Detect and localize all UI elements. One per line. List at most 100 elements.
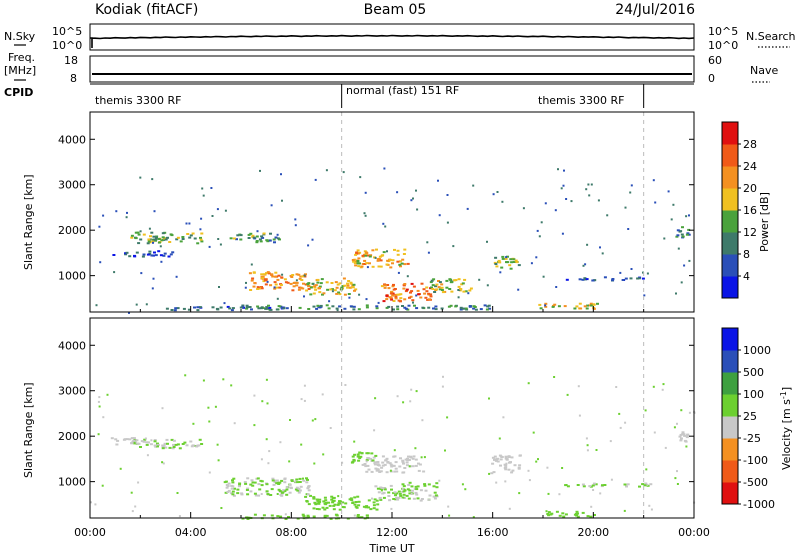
- data-cell: [229, 492, 233, 495]
- freq-tick-left-top: 18: [64, 54, 78, 67]
- data-cell: [566, 393, 569, 396]
- data-cell: [566, 485, 570, 488]
- data-cell: [383, 463, 387, 466]
- data-cell: [208, 471, 211, 474]
- data-cell: [159, 245, 162, 248]
- data-cell: [253, 282, 257, 284]
- data-cell: [102, 214, 105, 217]
- data-cell: [161, 232, 165, 235]
- data-cell: [264, 278, 268, 281]
- data-cell: [245, 304, 249, 307]
- data-cell: [264, 279, 267, 282]
- data-cell: [387, 305, 391, 308]
- data-cell: [139, 230, 142, 233]
- data-cell: [166, 236, 169, 239]
- data-cell: [642, 271, 644, 274]
- data-cell: [296, 489, 300, 492]
- data-cell: [518, 492, 521, 495]
- data-cell: [404, 290, 408, 293]
- data-cell: [506, 255, 509, 258]
- data-cell: [590, 304, 594, 307]
- data-cell: [186, 233, 190, 235]
- data-cell: [253, 424, 256, 427]
- data-cell: [538, 235, 541, 238]
- data-cell: [244, 482, 248, 485]
- data-cell: [351, 455, 355, 458]
- data-cell: [170, 438, 174, 441]
- data-cell: [154, 445, 158, 448]
- data-cell: [619, 271, 622, 274]
- data-cell: [383, 167, 386, 170]
- data-cell: [591, 484, 595, 487]
- data-cell: [312, 496, 316, 499]
- data-cell: [296, 517, 300, 520]
- noise-tick-right-bottom: 10^0: [708, 39, 738, 52]
- data-cell: [488, 397, 490, 400]
- data-cell: [365, 459, 369, 462]
- data-cell: [545, 510, 548, 513]
- data-cell: [562, 184, 565, 187]
- data-cell: [512, 261, 516, 263]
- data-cell: [408, 489, 412, 492]
- data-cell: [150, 254, 154, 257]
- data-cell: [509, 258, 513, 261]
- data-cell: [240, 492, 244, 495]
- data-cell: [196, 306, 200, 309]
- data-cell: [685, 215, 688, 218]
- data-cell: [413, 304, 416, 307]
- data-cell: [649, 483, 653, 486]
- data-cell: [307, 503, 311, 506]
- data-cell: [366, 266, 369, 269]
- power-heatmap: 1000 2000 3000 4000: [58, 111, 695, 314]
- data-cell: [425, 286, 429, 289]
- data-cell: [618, 412, 621, 415]
- data-cell: [546, 513, 550, 515]
- data-cell: [165, 438, 169, 441]
- data-cell: [217, 238, 220, 240]
- data-cell: [335, 514, 339, 517]
- data-cell: [338, 293, 342, 296]
- data-cell: [150, 439, 153, 442]
- data-cell: [487, 304, 491, 307]
- data-cell: [279, 494, 283, 496]
- data-cell: [511, 469, 515, 472]
- data-cell: [251, 484, 255, 487]
- data-cell: [115, 210, 118, 213]
- data-cell: [272, 238, 276, 241]
- data-cell: [250, 279, 254, 282]
- data-cell: [679, 439, 683, 442]
- data-cell: [437, 280, 440, 282]
- data-cell: [293, 281, 297, 284]
- data-cell: [564, 513, 568, 516]
- data-cell: [433, 491, 437, 494]
- data-cell: [688, 214, 690, 217]
- data-cell: [392, 464, 396, 467]
- data-cell: [593, 514, 596, 516]
- data-cell: [403, 248, 407, 251]
- data-cell: [298, 481, 302, 483]
- data-cell: [330, 288, 334, 291]
- data-cell: [416, 485, 420, 488]
- data-cell: [312, 305, 316, 308]
- data-cell: [145, 443, 149, 446]
- data-cell: [99, 261, 102, 264]
- data-cell: [399, 265, 402, 268]
- data-cell: [677, 247, 680, 250]
- x-tick-label: 16:00: [477, 526, 509, 539]
- data-cell: [565, 278, 569, 281]
- data-cell: [98, 405, 101, 408]
- data-cell: [643, 484, 647, 487]
- data-cell: [305, 500, 309, 502]
- data-cell: [373, 256, 376, 259]
- data-cell: [157, 250, 161, 253]
- data-cell: [273, 286, 276, 289]
- data-cell: [160, 260, 163, 263]
- data-cell: [379, 498, 383, 501]
- data-cell: [435, 482, 439, 485]
- data-cell: [427, 251, 430, 254]
- data-cell: [283, 278, 287, 281]
- data-cell: [335, 292, 339, 295]
- data-cell: [364, 254, 368, 257]
- data-cell: [348, 296, 351, 299]
- data-cell: [406, 459, 410, 462]
